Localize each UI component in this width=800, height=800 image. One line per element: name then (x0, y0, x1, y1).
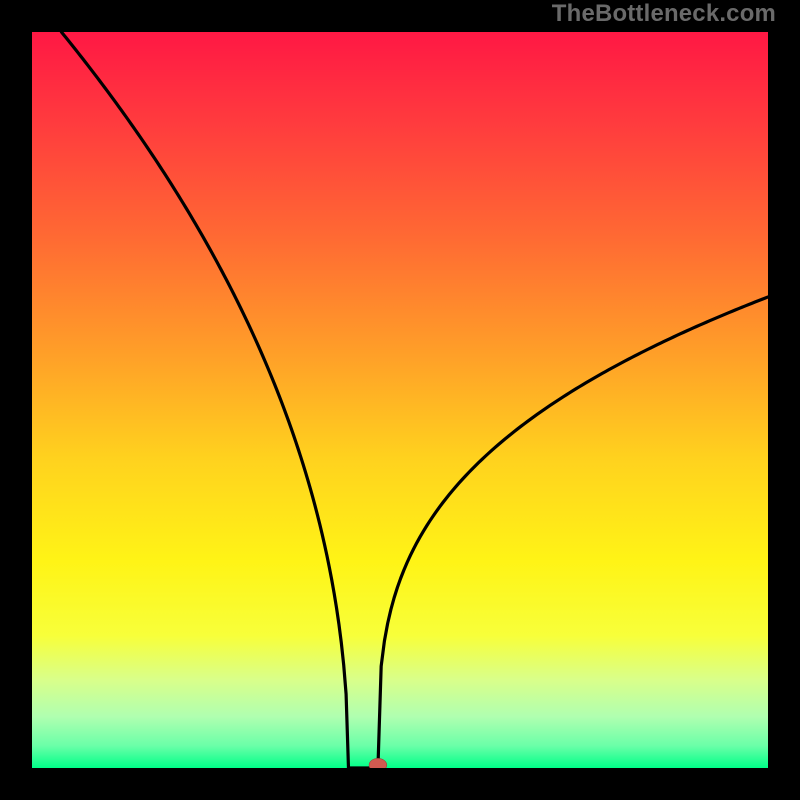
bottleneck-chart (0, 0, 800, 800)
chart-frame: TheBottleneck.com (0, 0, 800, 800)
watermark-label: TheBottleneck.com (552, 0, 776, 28)
